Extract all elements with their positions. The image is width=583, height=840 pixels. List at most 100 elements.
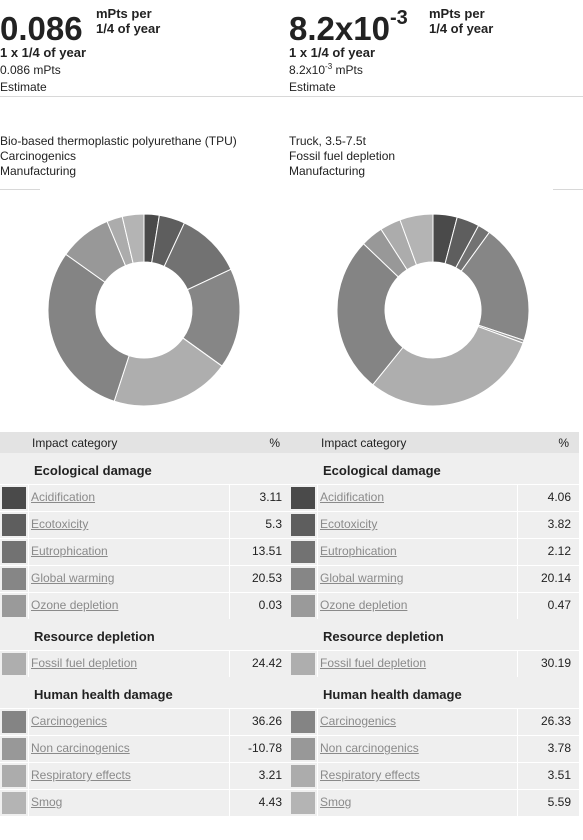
color-swatch (2, 653, 26, 675)
donut-slice-carcinogenics (47, 253, 130, 402)
color-swatch (291, 514, 315, 536)
table-row: Fossil fuel depletion 30.19 (289, 650, 579, 677)
table-row: Acidification 3.11 (0, 484, 290, 511)
impact-percent-value: 2.12 (547, 544, 571, 558)
cell-separator (28, 736, 29, 762)
donut-slice-smog (399, 213, 434, 266)
impact-percent-value: 0.03 (258, 598, 282, 612)
cell-separator (229, 736, 230, 762)
impact-category-link[interactable]: Ozone depletion (320, 598, 408, 612)
right-amount: 1 x 1/4 of year (289, 45, 375, 60)
table-row: Smog 4.43 (0, 789, 290, 816)
left-material: Bio-based thermoplastic polyurethane (TP… (0, 134, 237, 148)
impact-category-link[interactable]: Global warming (31, 571, 115, 585)
cell-separator (28, 593, 29, 619)
color-swatch (291, 792, 315, 814)
right-value-text: 8.2x10-3 mPts (289, 62, 363, 77)
cell-separator (517, 512, 518, 538)
impact-percent-value: 0.47 (547, 598, 571, 612)
color-swatch (291, 765, 315, 787)
table-row: Carcinogenics 36.26 (0, 708, 290, 735)
table-row: Carcinogenics 26.33 (289, 708, 579, 735)
cell-separator (517, 593, 518, 619)
color-swatch (2, 541, 26, 563)
table-row: Respiratory effects 3.21 (0, 762, 290, 789)
impact-percent-value: 5.3 (265, 517, 282, 531)
impact-percent-value: 24.42 (251, 656, 282, 670)
impact-percent-value: 4.43 (258, 795, 282, 809)
left-score-value: 0.086 (0, 10, 83, 47)
color-swatch (291, 541, 315, 563)
header-percent: % (558, 436, 569, 450)
cell-separator (229, 763, 230, 789)
color-swatch (291, 711, 315, 733)
impact-category-link[interactable]: Respiratory effects (320, 768, 420, 782)
cell-separator (517, 485, 518, 511)
left-impact-table: Impact category% Ecological damage Acidifi… (0, 432, 290, 816)
cell-separator (229, 539, 230, 565)
table-row: Global warming 20.53 (0, 565, 290, 592)
right-phase: Manufacturing (289, 164, 366, 178)
impact-category-link[interactable]: Ecotoxicity (320, 517, 378, 531)
impact-category-link[interactable]: Fossil fuel depletion (31, 656, 138, 670)
impact-category-link[interactable]: Eutrophication (31, 544, 108, 558)
color-swatch (291, 653, 315, 675)
impact-category-link[interactable]: Eutrophication (320, 544, 397, 558)
right-impact-table: Impact category% Ecological damage Acidifi… (289, 432, 579, 816)
cell-separator (317, 736, 318, 762)
left-status: Estimate (0, 80, 47, 94)
cell-separator (317, 763, 318, 789)
cell-separator (517, 790, 518, 816)
impact-category-link[interactable]: Global warming (320, 571, 404, 585)
header-divider (0, 96, 583, 97)
cell-separator (317, 485, 318, 511)
header-percent: % (269, 436, 280, 450)
impact-category-link[interactable]: Respiratory effects (31, 768, 131, 782)
color-swatch (2, 792, 26, 814)
cell-separator (317, 512, 318, 538)
table-row: Respiratory effects 3.51 (289, 762, 579, 789)
donut-slice-fossil-fuel-depletion (372, 325, 524, 407)
table-row: Ozone depletion 0.03 (0, 592, 290, 619)
impact-percent-value: 3.21 (258, 768, 282, 782)
impact-category-link[interactable]: Ozone depletion (31, 598, 119, 612)
impact-category-link[interactable]: Acidification (320, 490, 385, 504)
cell-separator (229, 593, 230, 619)
left-category: Carcinogenics (0, 149, 77, 163)
color-swatch (2, 568, 26, 590)
impact-category-link[interactable]: Ecotoxicity (31, 517, 89, 531)
color-swatch (2, 765, 26, 787)
group-header: Ecological damage (289, 453, 579, 484)
impact-percent-value: 3.82 (547, 517, 571, 531)
cell-separator (317, 593, 318, 619)
group-header: Resource depletion (0, 619, 290, 650)
table-row: Eutrophication 2.12 (289, 538, 579, 565)
table-row: Ozone depletion 0.47 (289, 592, 579, 619)
cell-separator (317, 539, 318, 565)
left-score-unit: mPts per 1/4 of year (96, 6, 161, 36)
cell-separator (517, 736, 518, 762)
right-category: Fossil fuel depletion (289, 149, 396, 163)
color-swatch (2, 487, 26, 509)
group-header: Human health damage (0, 677, 290, 708)
impact-percent-value: 3.11 (259, 490, 282, 504)
left-donut-chart (47, 213, 241, 407)
header-impact-category: Impact category (32, 436, 118, 450)
impact-category-link[interactable]: Non carcinogenics (320, 741, 419, 755)
impact-category-link[interactable]: Acidification (31, 490, 96, 504)
table-row: Global warming 20.14 (289, 565, 579, 592)
impact-category-link[interactable]: Carcinogenics (320, 714, 397, 728)
cell-separator (517, 709, 518, 735)
right-status: Estimate (289, 80, 336, 94)
group-header: Human health damage (289, 677, 579, 708)
cell-separator (28, 709, 29, 735)
impact-category-link[interactable]: Carcinogenics (31, 714, 108, 728)
color-swatch (291, 595, 315, 617)
left-amount: 1 x 1/4 of year (0, 45, 86, 60)
impact-category-link[interactable]: Smog (31, 795, 63, 809)
cell-separator (28, 790, 29, 816)
impact-category-link[interactable]: Non carcinogenics (31, 741, 130, 755)
impact-category-link[interactable]: Smog (320, 795, 352, 809)
impact-category-link[interactable]: Fossil fuel depletion (320, 656, 427, 670)
table-row: Non carcinogenics -10.78 (0, 735, 290, 762)
